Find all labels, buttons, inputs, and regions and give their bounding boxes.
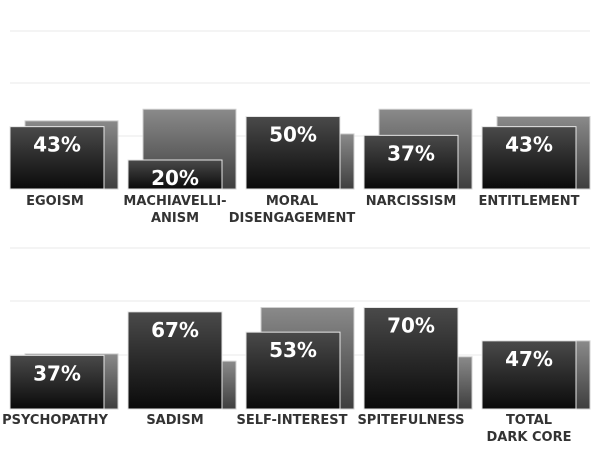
category-label: MORAL	[266, 194, 318, 209]
bar-value-label: 37%	[387, 141, 435, 165]
category-label: ANISM	[151, 211, 199, 226]
bar-value-label: 67%	[151, 318, 199, 342]
bar-value-label: 53%	[269, 338, 317, 362]
category-label: TOTAL	[506, 413, 552, 428]
category-label: SPITEFULNESS	[357, 413, 464, 428]
bar	[363, 307, 459, 410]
bar	[481, 126, 577, 190]
bar-value-label: 50%	[269, 123, 317, 147]
category-label: SELF-INTEREST	[237, 413, 348, 428]
bar	[245, 331, 341, 410]
category-label: DARK CORE	[487, 430, 572, 445]
bar-value-label: 37%	[33, 361, 81, 385]
bar-value-label: 43%	[505, 133, 553, 157]
bar	[127, 159, 223, 190]
category-label: MACHIAVELLI-	[123, 194, 226, 209]
category-label: PSYCHOPATHY	[2, 413, 108, 428]
bar	[127, 311, 223, 410]
bar-value-label: 20%	[151, 166, 199, 190]
category-label: NARCISSISM	[366, 194, 457, 209]
category-label: DISENGAGEMENT	[229, 211, 356, 226]
bar	[9, 354, 105, 410]
bar-value-label: 43%	[33, 133, 81, 157]
bar-value-label: 70%	[387, 314, 435, 338]
bar-value-label: 47%	[505, 347, 553, 371]
category-label: EGOISM	[26, 194, 84, 209]
category-label: ENTITLEMENT	[478, 194, 579, 209]
bar	[9, 126, 105, 190]
bar	[363, 134, 459, 190]
bar	[481, 340, 577, 410]
category-label: SADISM	[146, 413, 203, 428]
bar	[245, 116, 341, 190]
